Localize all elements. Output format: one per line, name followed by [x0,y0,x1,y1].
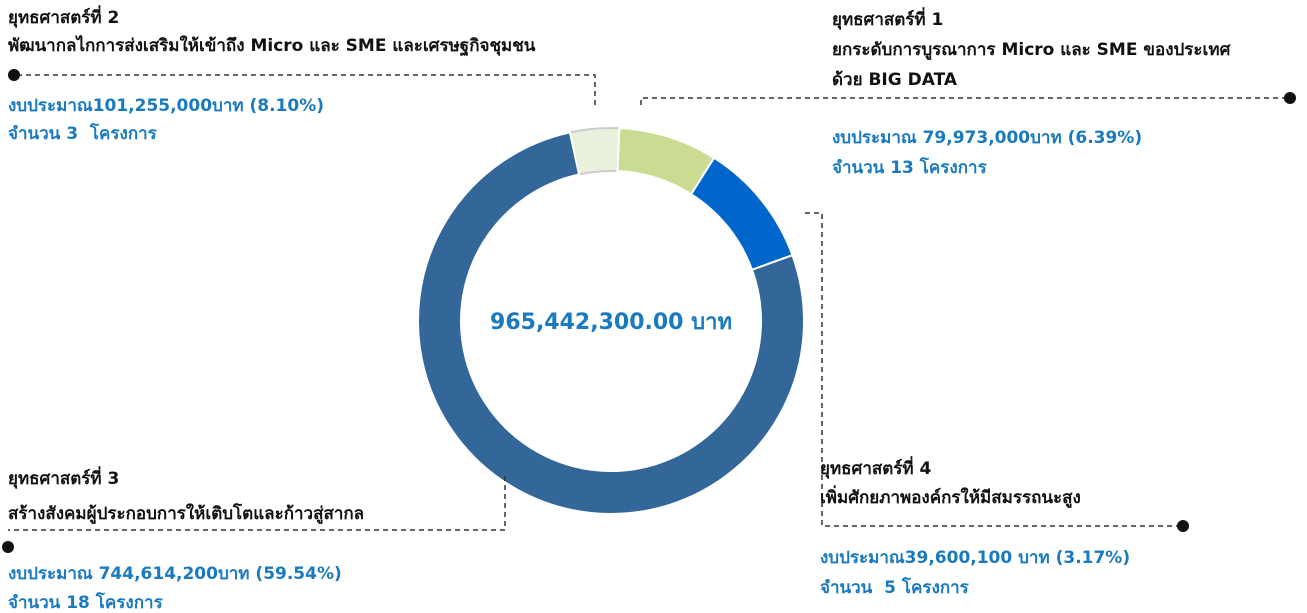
project-count: จำนวน 3 โครงการ [8,124,157,144]
strategy-title: ยุทธศาสตร์ที่ 3 [8,469,120,489]
strategy-description: สร้างสังคมผู้ประกอบการให้เติบโตและก้าวสู… [8,504,365,524]
strategy-description: เพิ่มศักยภาพองค์กรให้มีสมรรถนะสูง [820,488,1081,508]
strategy-title: ยุทธศาสตร์ที่ 2 [8,8,120,28]
project-count: จำนวน 18 โครงการ [8,593,163,613]
project-count: จำนวน 5 โครงการ [820,578,969,598]
connector-dot [1177,520,1189,532]
donut-segment [689,156,794,272]
connector [640,97,1290,105]
center-label: 965,442,300.00 บาท [490,310,732,335]
connector [14,74,596,105]
connector [805,212,1183,527]
connector-dot [2,541,14,553]
budget-label: งบประมาณ39,600,100 บาท (3.17%) [820,548,1131,568]
strategy-title: ยุทธศาสตร์ที่ 4 [820,459,932,479]
connector [8,476,506,531]
budget-label: งบประมาณ 79,973,000บาท (6.39%) [832,128,1143,148]
connector-dot [1284,92,1296,104]
strategy-title: ยุทธศาสตร์ที่ 1 [832,10,944,30]
strategy-description: ด้วย BIG DATA [832,70,958,90]
budget-label: งบประมาณ 744,614,200บาท (59.54%) [8,564,342,584]
strategy-description: พัฒนากลไกการส่งเสริมให้เข้าถึง Micro และ… [8,36,536,56]
donut-segment [417,131,805,515]
connector-dot [8,69,20,81]
project-count: จำนวน 13 โครงการ [832,158,987,178]
strategy-description: ยกระดับการบูรณาการ Micro และ SME ของประเ… [832,40,1231,60]
budget-label: งบประมาณ101,255,000บาท (8.10%) [8,96,325,116]
